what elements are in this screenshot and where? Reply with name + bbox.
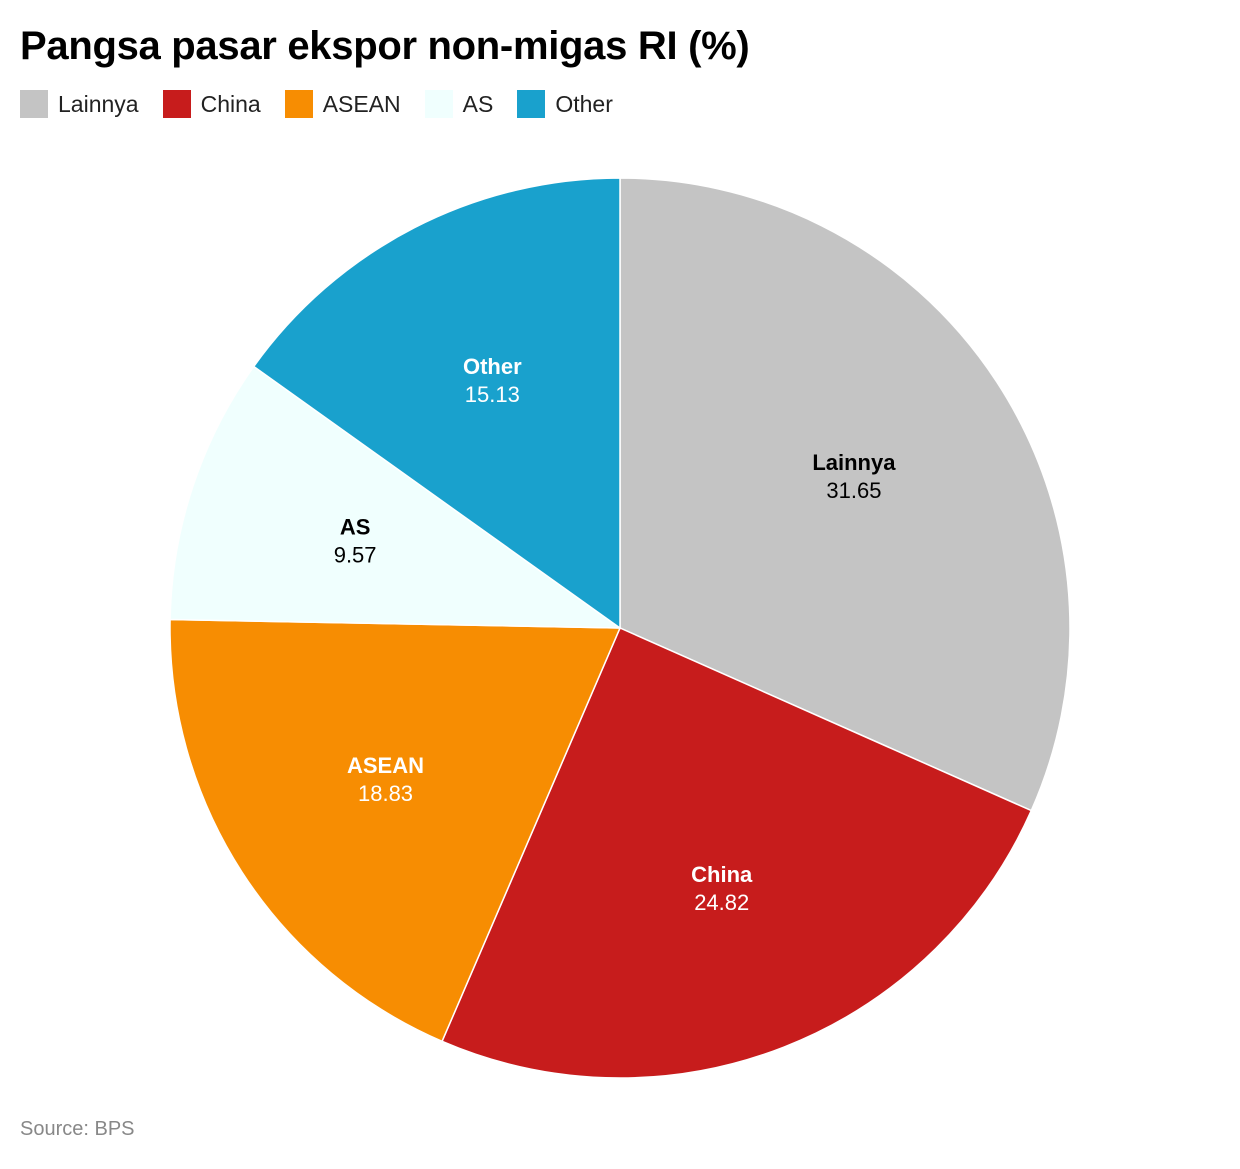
legend-label: Other	[555, 91, 613, 117]
slice-value-other: 15.13	[465, 382, 520, 407]
slice-label-other: Other	[463, 354, 522, 379]
slice-label-as: AS	[340, 514, 371, 539]
legend-swatch	[284, 90, 313, 118]
chart-title: Pangsa pasar ekspor non-migas RI (%)	[20, 24, 750, 68]
legend-label: ASEAN	[322, 91, 401, 117]
legend-item-asean: ASEAN	[284, 90, 401, 118]
pie-slice-asean	[169, 618, 622, 1043]
legend-swatch	[517, 90, 546, 118]
source-note: Source: BPS	[20, 1118, 135, 1140]
legend-swatch	[20, 90, 48, 118]
slice-label-china: China	[691, 862, 753, 887]
slice-value-as: 9.57	[334, 542, 377, 567]
legend-item-china: China	[162, 90, 261, 118]
legend-item-lainnya: Lainnya	[20, 90, 139, 118]
legend-label: China	[200, 91, 261, 117]
pie-slice-china	[441, 627, 1033, 1079]
pie-slice-lainnya	[619, 177, 1071, 812]
slice-label-asean: ASEAN	[347, 753, 424, 778]
legend-label: AS	[462, 91, 494, 117]
slice-label-lainnya: Lainnya	[812, 450, 896, 475]
chart-legend: Lainnya China ASEAN AS Other	[20, 90, 637, 118]
legend-swatch	[162, 90, 191, 118]
legend-item-as: AS	[424, 90, 494, 118]
slice-value-lainnya: 31.65	[826, 478, 881, 503]
slice-value-china: 24.82	[694, 890, 749, 915]
slice-value-asean: 18.83	[358, 781, 413, 806]
legend-item-other: Other	[517, 90, 613, 118]
legend-swatch	[424, 90, 453, 118]
pie-slice-other	[252, 177, 621, 630]
legend-label: Lainnya	[58, 91, 139, 117]
pie-slice-as	[169, 365, 623, 629]
